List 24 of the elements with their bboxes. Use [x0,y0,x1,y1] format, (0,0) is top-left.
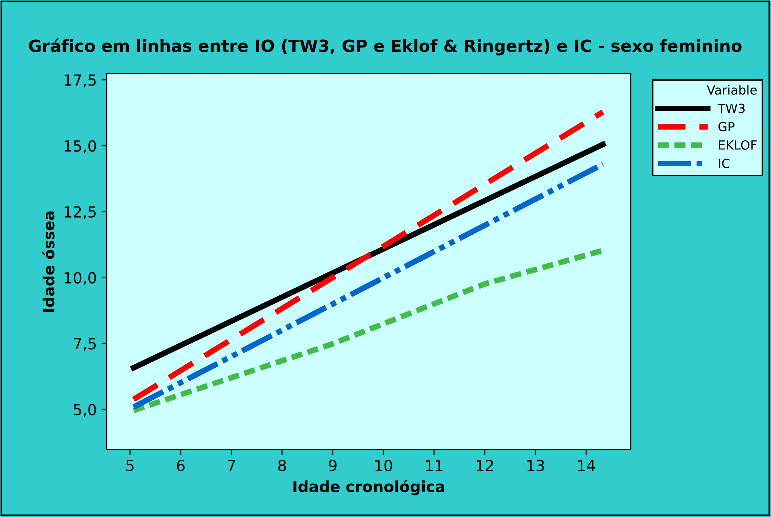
x-tick-label: 5 [126,460,134,472]
x-tick-label: 6 [177,460,185,472]
x-tick-label: 11 [426,460,443,472]
x-tick-label: 14 [578,460,596,472]
legend-label: EKLOF [719,140,757,150]
x-tick-label: 13 [528,460,544,472]
y-axis-title: Idade óssea [42,212,55,312]
legend-title: Variable [707,85,757,95]
y-tick-label: 12,5 [64,206,96,220]
y-tick-label: 17,5 [64,74,96,88]
y-tick-label: 5,0 [74,404,96,418]
y-tick-label: 10,0 [64,272,96,286]
x-tick-label: 9 [329,460,337,472]
x-axis-title: Idade cronológica [294,480,444,496]
y-tick-label: 7,5 [74,338,96,352]
chart-title: Gráfico em linhas entre IO (TW3, GP e Eklof & Ringertz) e IC - sexo feminino [29,38,742,56]
legend-label: IC [719,158,730,168]
x-tick-label: 7 [228,460,236,472]
x-tick-label: 12 [477,460,494,472]
legend-label: TW3 [718,104,745,114]
x-tick-label: 10 [376,460,392,472]
x-tick-label: 8 [278,460,286,472]
legend-label: GP [718,122,735,132]
y-tick-label: 15,0 [64,140,96,154]
